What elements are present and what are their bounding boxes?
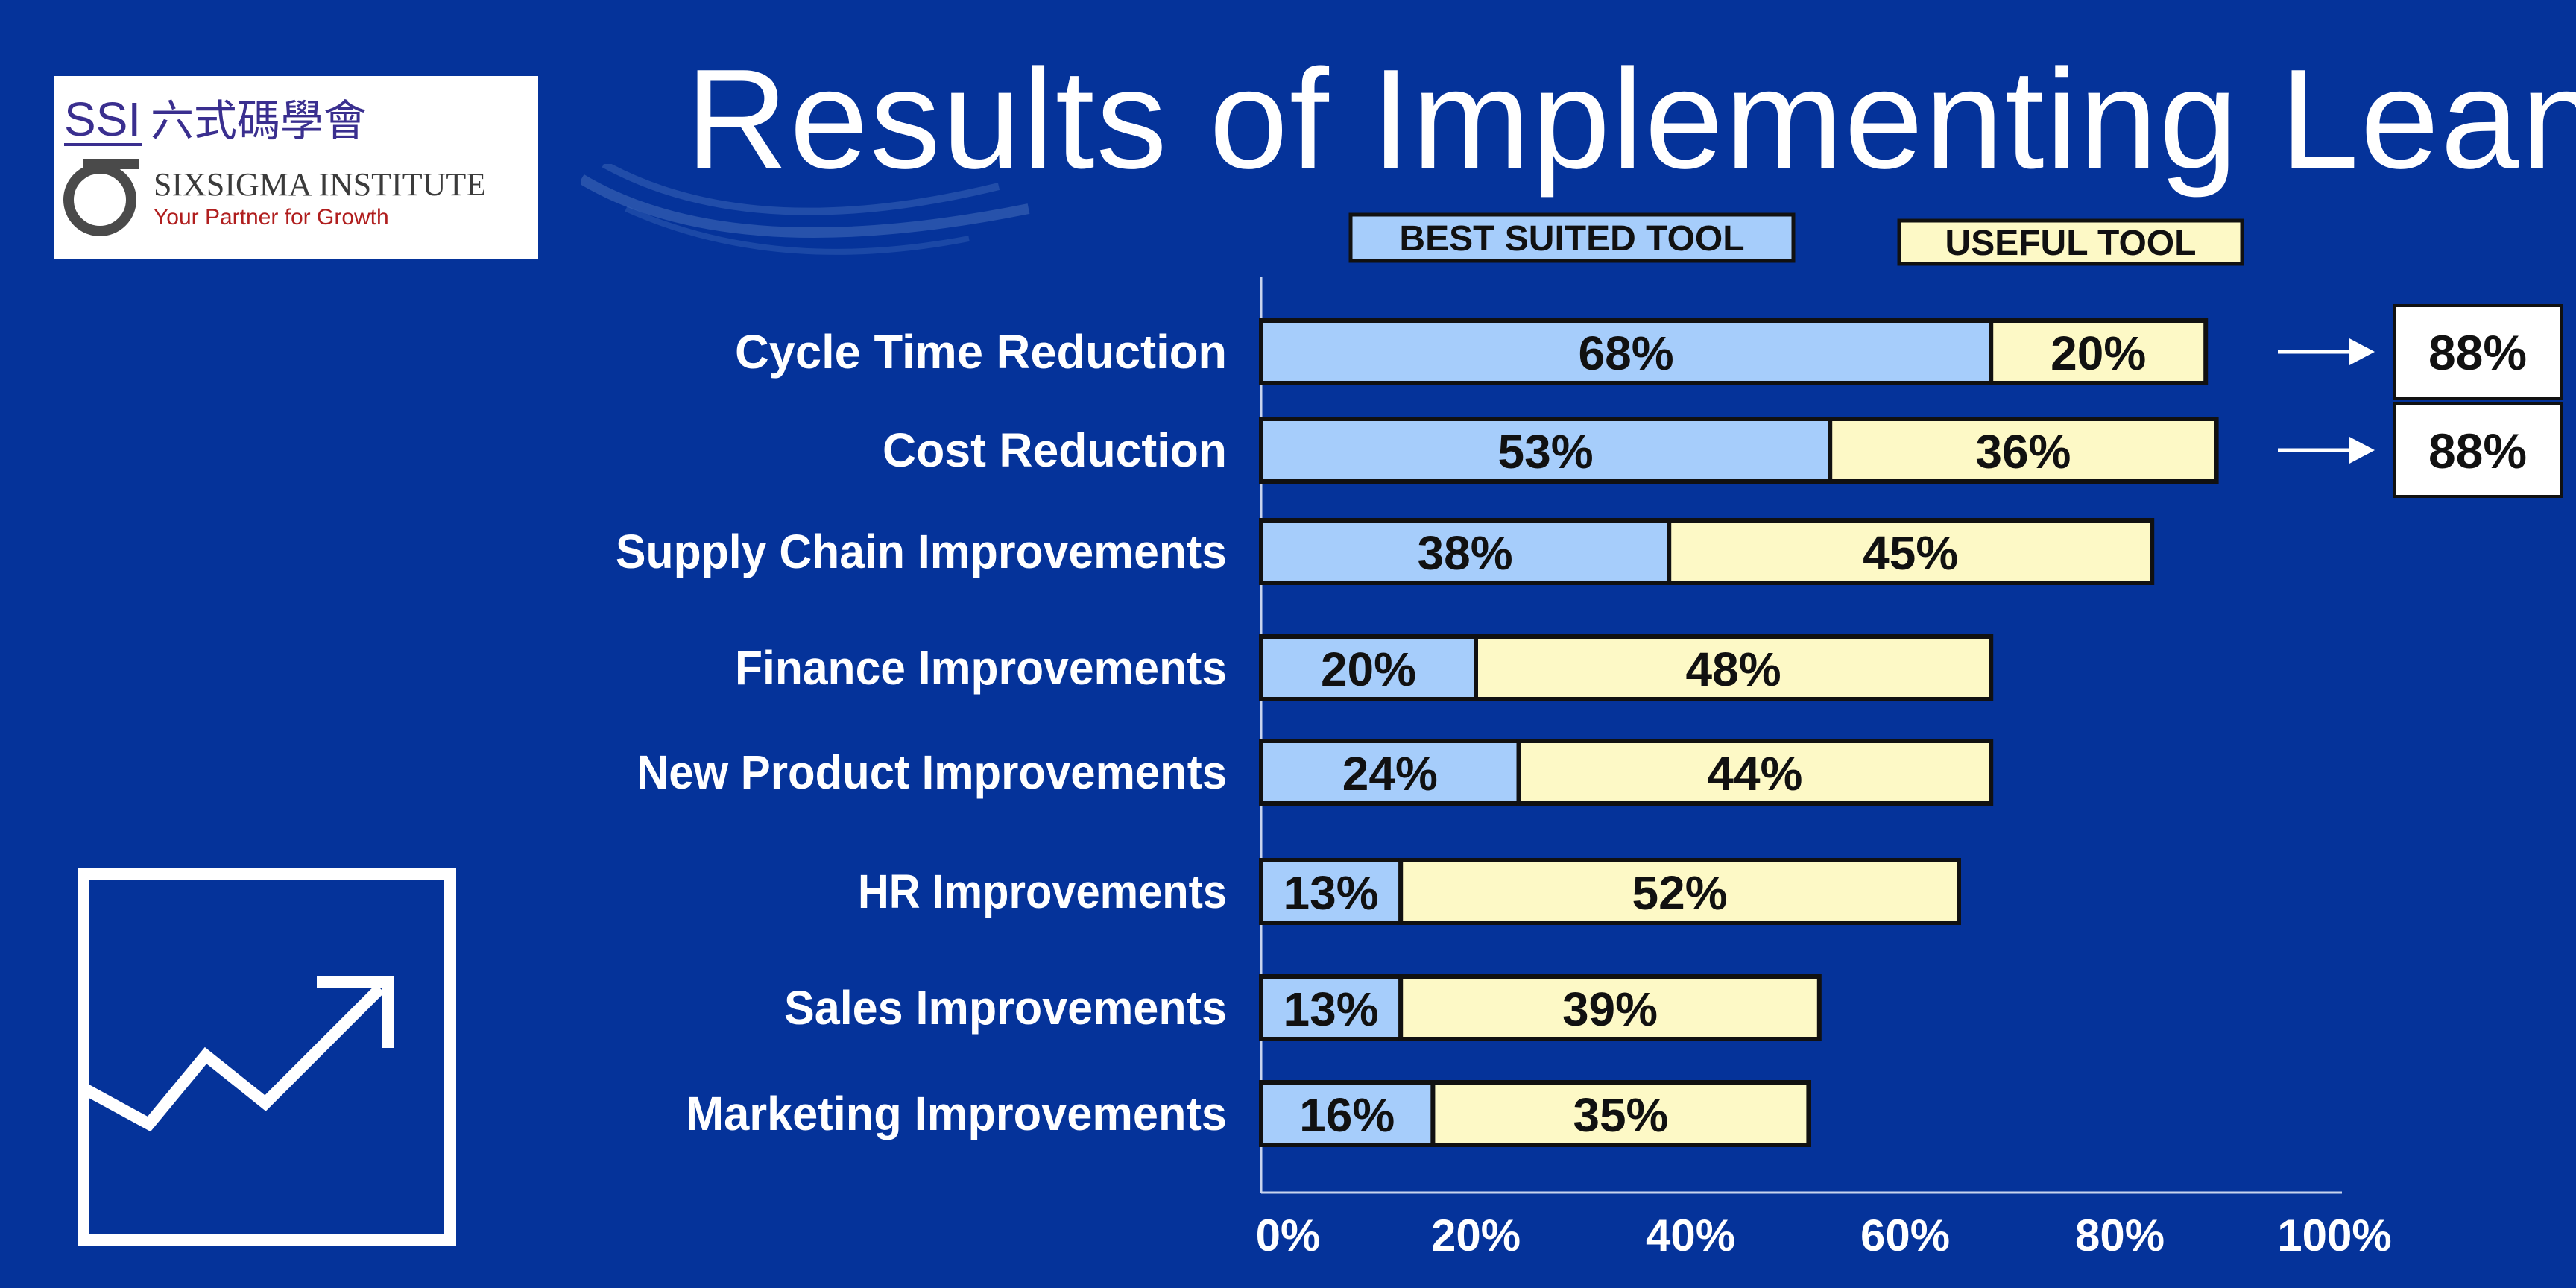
legend-label-best-suited: BEST SUITED TOOL [1399, 219, 1744, 259]
logo-chinese-name: 六式碼學會 [151, 95, 367, 146]
bar-useful [1989, 318, 2209, 385]
category-label: HR Improvements [858, 865, 1227, 918]
category-label: New Product Improvements [637, 745, 1227, 799]
logo-name: SIXSIGMA INSTITUTE [154, 166, 486, 203]
legend-swatch-useful [1897, 218, 2244, 266]
arrow-head-icon [2349, 437, 2375, 464]
bar-useful [1516, 739, 1994, 806]
data-label-best-suited: 24% [1342, 747, 1438, 801]
category-label: Supply Chain Improvements [616, 525, 1227, 578]
bar-best-suited [1259, 974, 1404, 1041]
bar-best-suited [1259, 634, 1478, 701]
x-tick-label: 60% [1860, 1210, 1950, 1260]
total-label: 88% [2428, 423, 2527, 479]
bar-useful [1828, 417, 2219, 484]
x-tick-label: 20% [1431, 1210, 1521, 1260]
x-tick-label: 80% [2075, 1210, 2165, 1260]
bar-useful [1398, 974, 1822, 1041]
bar-best-suited [1259, 739, 1521, 806]
bar-best-suited [1259, 318, 1994, 385]
data-label-best-suited: 13% [1284, 866, 1379, 920]
logo-graphic: SSI 六式碼學會 SIXSIGMA INSTITUTE Your Partne… [63, 92, 486, 236]
data-label-best-suited: 16% [1299, 1088, 1395, 1142]
data-label-best-suited: 68% [1579, 326, 1674, 380]
x-tick-label: 40% [1646, 1210, 1735, 1260]
bar-best-suited [1259, 1080, 1436, 1147]
bar-useful [1474, 634, 1994, 701]
data-label-useful: 20% [2051, 326, 2146, 380]
bar-best-suited [1259, 518, 1672, 585]
data-label-useful: 39% [1562, 982, 1658, 1036]
bar-useful [1667, 518, 2155, 585]
total-box [2393, 402, 2563, 498]
category-label: Cost Reduction [883, 423, 1227, 477]
data-label-best-suited: 53% [1498, 425, 1594, 479]
legend-swatch-best-suited [1348, 212, 1796, 263]
bar-best-suited [1259, 858, 1404, 925]
logo-tagline: Your Partner for Growth [154, 205, 389, 230]
data-label-useful: 45% [1863, 526, 1958, 580]
page-title: Results of Implementing Lean [686, 40, 2576, 198]
trending-up-icon [78, 868, 456, 1246]
total-box [2393, 304, 2563, 400]
x-tick-label: 0% [1256, 1210, 1321, 1260]
data-label-useful: 44% [1707, 747, 1802, 801]
bar-useful [1398, 858, 1961, 925]
category-label: Sales Improvements [784, 981, 1227, 1035]
data-label-best-suited: 38% [1418, 526, 1513, 580]
arrow-head-icon [2349, 338, 2375, 365]
data-label-useful: 36% [1975, 425, 2071, 479]
data-label-useful: 52% [1632, 866, 1728, 920]
data-label-useful: 48% [1686, 643, 1781, 696]
logo-acronym: SSI [64, 92, 141, 146]
legend-label-useful: USEFUL TOOL [1945, 224, 2197, 263]
sigma-icon [63, 159, 139, 236]
data-label-useful: 35% [1573, 1088, 1668, 1142]
data-label-best-suited: 13% [1284, 982, 1379, 1036]
data-label-best-suited: 20% [1321, 643, 1416, 696]
category-label: Cycle Time Reduction [735, 325, 1227, 379]
institute-logo: SSI 六式碼學會 SIXSIGMA INSTITUTE Your Partne… [54, 76, 538, 259]
category-label: Finance Improvements [735, 641, 1227, 695]
x-tick-label: 100% [2277, 1210, 2391, 1260]
bar-useful [1430, 1080, 1811, 1147]
category-label: Marketing Improvements [686, 1087, 1227, 1140]
decorative-swoosh [581, 164, 1030, 255]
total-label: 88% [2428, 325, 2527, 380]
